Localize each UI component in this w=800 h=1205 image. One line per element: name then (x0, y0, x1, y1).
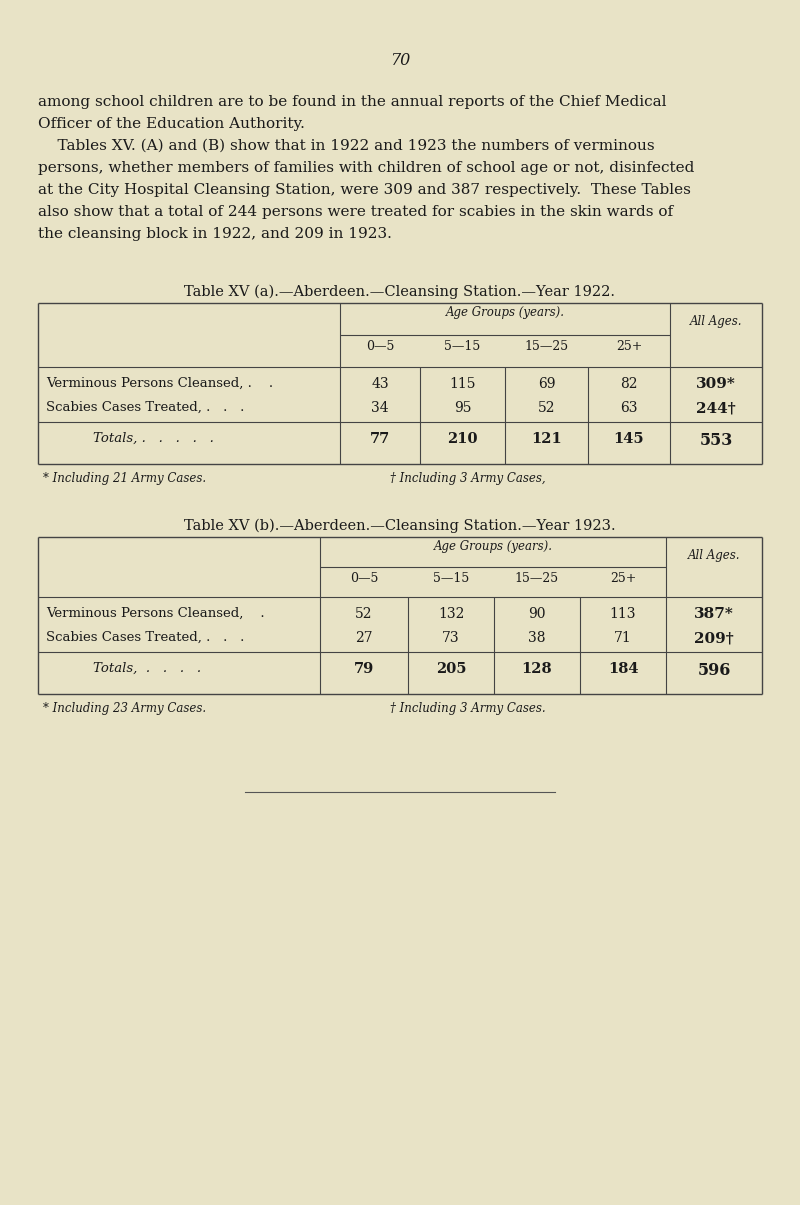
Text: 113: 113 (610, 607, 636, 621)
Text: 0—5: 0—5 (366, 340, 394, 353)
Text: 15—25: 15—25 (525, 340, 569, 353)
Text: 115: 115 (450, 377, 476, 390)
Text: 71: 71 (614, 631, 632, 645)
Text: 95: 95 (454, 401, 471, 415)
Text: 52: 52 (538, 401, 555, 415)
Text: * Including 21 Army Cases.: * Including 21 Army Cases. (43, 472, 206, 484)
Text: 69: 69 (538, 377, 555, 390)
Text: 38: 38 (528, 631, 546, 645)
Text: 210: 210 (447, 433, 478, 446)
Text: 5—15: 5—15 (433, 572, 469, 584)
Text: 27: 27 (355, 631, 373, 645)
Text: 121: 121 (531, 433, 562, 446)
Text: 128: 128 (522, 662, 552, 676)
Text: † Including 3 Army Cases.: † Including 3 Army Cases. (390, 703, 546, 715)
Text: 0—5: 0—5 (350, 572, 378, 584)
Text: 5—15: 5—15 (444, 340, 481, 353)
Text: † Including 3 Army Cases,: † Including 3 Army Cases, (390, 472, 546, 484)
Text: among school children are to be found in the annual reports of the Chief Medical: among school children are to be found in… (38, 95, 666, 108)
Text: 132: 132 (438, 607, 464, 621)
Text: 34: 34 (371, 401, 389, 415)
Text: 145: 145 (614, 433, 644, 446)
Text: All Ages.: All Ages. (688, 549, 740, 562)
Text: 387*: 387* (694, 607, 734, 621)
Text: 79: 79 (354, 662, 374, 676)
Text: Totals,  .   .   .   .: Totals, . . . . (93, 662, 201, 675)
Text: 309*: 309* (696, 377, 736, 390)
Text: 90: 90 (528, 607, 546, 621)
Text: 73: 73 (442, 631, 460, 645)
Text: at the City Hospital Cleansing Station, were 309 and 387 respectively.  These Ta: at the City Hospital Cleansing Station, … (38, 183, 691, 196)
Text: also show that a total of 244 persons were treated for scabies in the skin wards: also show that a total of 244 persons we… (38, 205, 673, 219)
Text: * Including 23 Army Cases.: * Including 23 Army Cases. (43, 703, 206, 715)
Text: Totals, .   .   .   .   .: Totals, . . . . . (93, 433, 214, 445)
Text: 77: 77 (370, 433, 390, 446)
Text: Officer of the Education Authority.: Officer of the Education Authority. (38, 117, 305, 131)
Text: 82: 82 (620, 377, 638, 390)
Text: Verminous Persons Cleansed,    .: Verminous Persons Cleansed, . (46, 607, 265, 621)
Text: Scabies Cases Treated, .   .   .: Scabies Cases Treated, . . . (46, 631, 244, 643)
Text: Tables XV. (A) and (B) show that in 1922 and 1923 the numbers of verminous: Tables XV. (A) and (B) show that in 1922… (38, 139, 654, 153)
Text: 70: 70 (390, 52, 410, 69)
Text: 15—25: 15—25 (515, 572, 559, 584)
Text: 63: 63 (620, 401, 638, 415)
Text: 205: 205 (436, 662, 466, 676)
Text: Table XV (a).—Aberdeen.—Cleansing Station.—Year 1922.: Table XV (a).—Aberdeen.—Cleansing Statio… (185, 286, 615, 299)
Text: Table XV (b).—Aberdeen.—Cleansing Station.—Year 1923.: Table XV (b).—Aberdeen.—Cleansing Statio… (184, 519, 616, 534)
Text: 43: 43 (371, 377, 389, 390)
Text: Scabies Cases Treated, .   .   .: Scabies Cases Treated, . . . (46, 401, 244, 415)
Text: Age Groups (years).: Age Groups (years). (434, 540, 553, 553)
Text: 244†: 244† (696, 401, 736, 415)
Text: All Ages.: All Ages. (690, 315, 742, 328)
Text: 52: 52 (355, 607, 373, 621)
Text: 596: 596 (698, 662, 730, 678)
Text: 209†: 209† (694, 631, 734, 645)
Text: the cleansing block in 1922, and 209 in 1923.: the cleansing block in 1922, and 209 in … (38, 227, 392, 241)
Text: Verminous Persons Cleansed, .    .: Verminous Persons Cleansed, . . (46, 377, 273, 390)
Text: 184: 184 (608, 662, 638, 676)
Text: 25+: 25+ (616, 340, 642, 353)
Text: persons, whether members of families with children of school age or not, disinfe: persons, whether members of families wit… (38, 161, 694, 175)
Text: Age Groups (years).: Age Groups (years). (446, 306, 565, 319)
Text: 25+: 25+ (610, 572, 636, 584)
Text: 553: 553 (699, 433, 733, 449)
